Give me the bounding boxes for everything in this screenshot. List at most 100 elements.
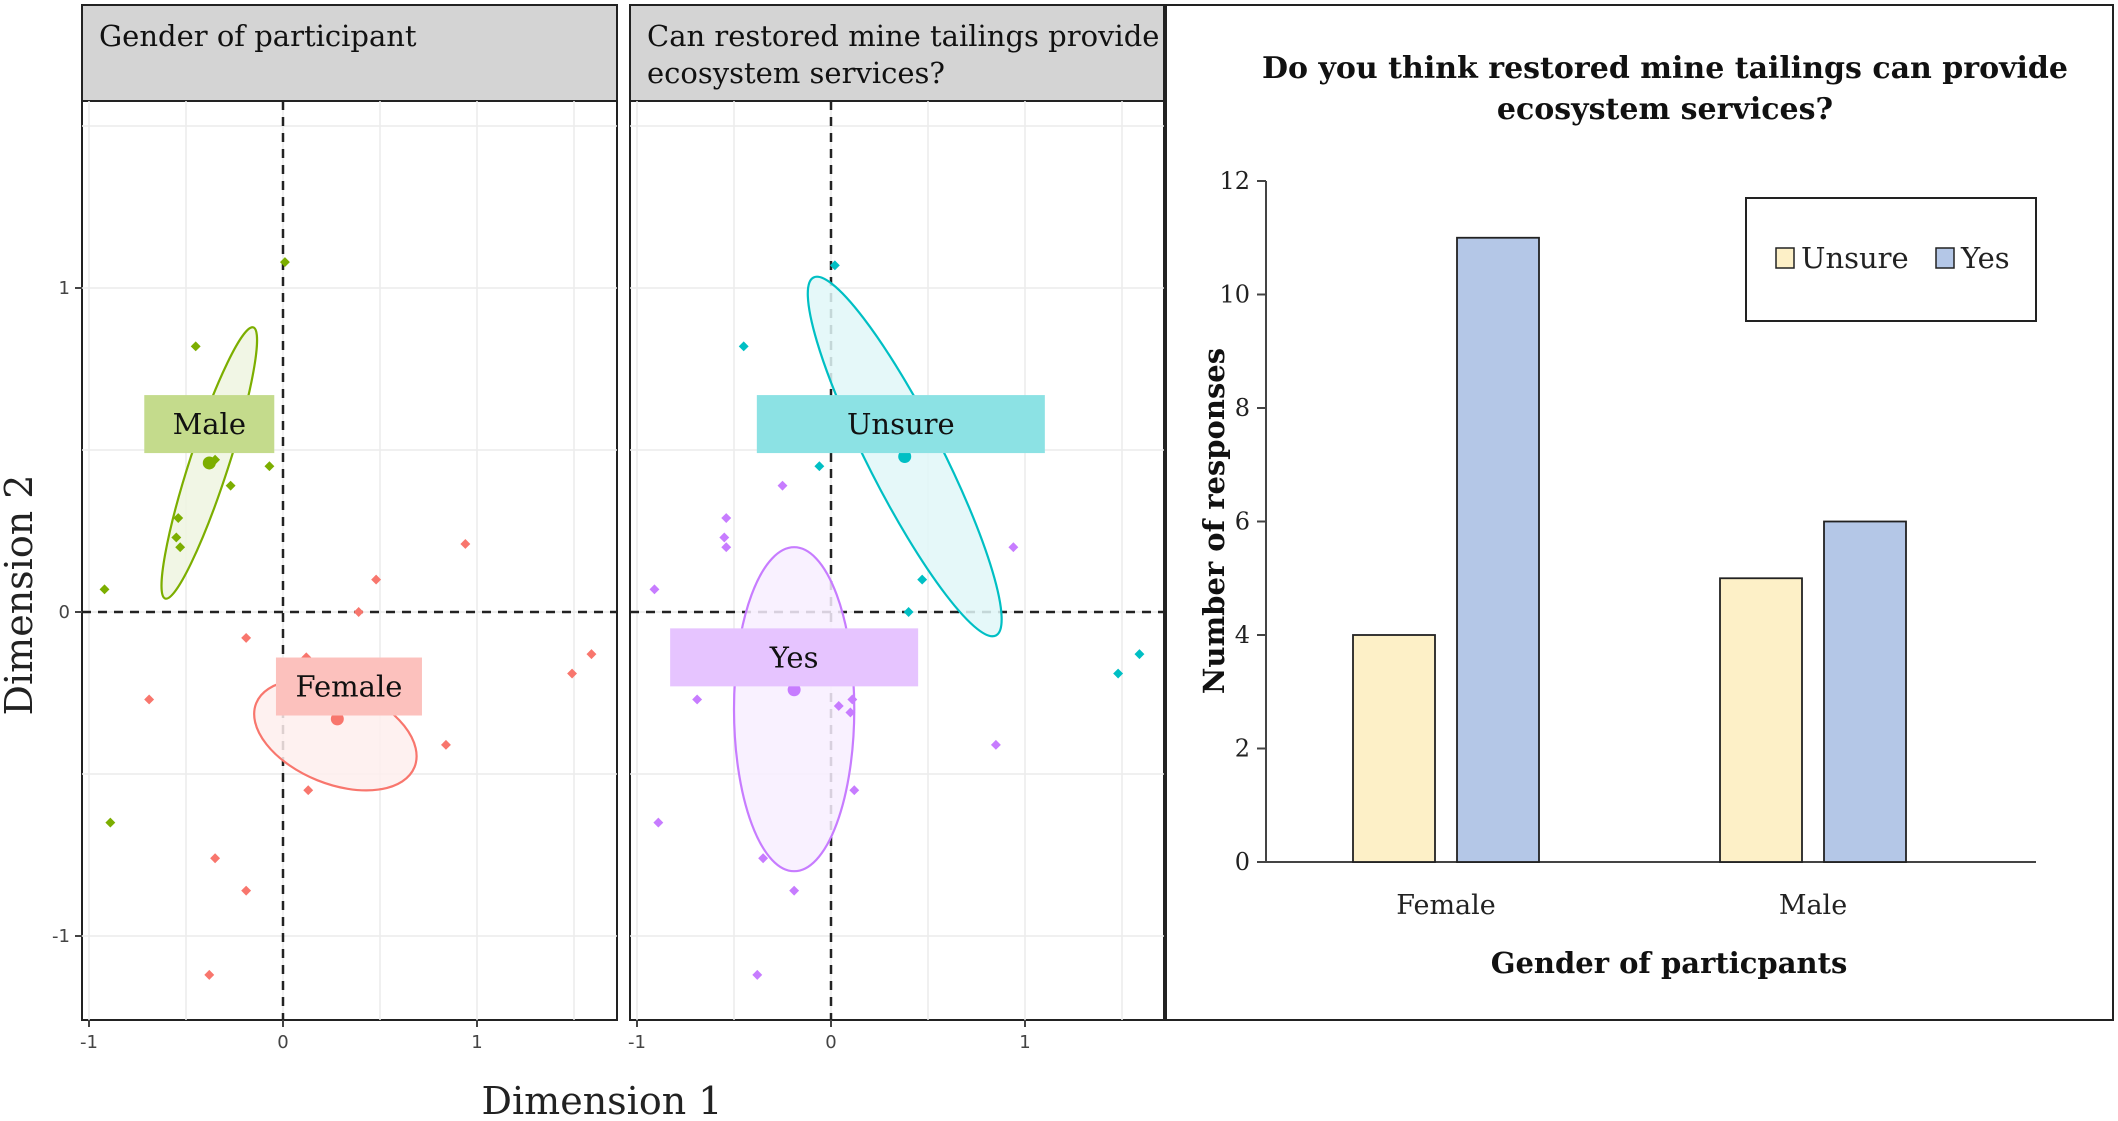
point-yes [692, 694, 703, 705]
reference-lines [630, 101, 1164, 1020]
category-label: Male [1779, 890, 1847, 921]
points [649, 260, 1145, 980]
x-tick-label: -1 [628, 1032, 646, 1053]
point-yes [847, 694, 858, 705]
point-yes [849, 785, 860, 796]
centroid-unsure [898, 449, 912, 463]
group-label-unsure: Unsure [847, 407, 955, 441]
bar-y-tick-label: 8 [1235, 394, 1250, 422]
panel-title: Gender of participant [99, 19, 417, 53]
point-male [264, 461, 275, 472]
point-male [99, 584, 110, 595]
axis-ticks: -1 0 1 [628, 1020, 1031, 1053]
point-yes [1008, 542, 1019, 553]
x-tick-label: 1 [471, 1032, 482, 1053]
group-label-yes: Yes [769, 640, 819, 674]
point-yes [649, 584, 660, 595]
point-yes [789, 885, 800, 896]
x-tick-label: 1 [1019, 1032, 1030, 1053]
point-female [460, 539, 471, 549]
point-male [190, 341, 201, 352]
point-female [441, 739, 451, 750]
category-label: Female [1396, 890, 1496, 921]
point-yes [758, 853, 769, 864]
point-male [175, 542, 186, 553]
point-male [171, 532, 182, 543]
bar-y-tick-label: 12 [1219, 167, 1250, 195]
legend-swatch-yes [1935, 247, 1955, 269]
panel-strip [81, 4, 618, 102]
point-unsure [1134, 649, 1145, 660]
legend: Unsure Yes [1745, 197, 2037, 322]
group-label-female: Female [295, 670, 402, 704]
point-unsure [814, 461, 825, 472]
axis-ticks: -1 0 1 -1 0 1 [52, 278, 483, 1053]
bar-unsure-female [1352, 634, 1436, 863]
point-unsure [738, 341, 749, 352]
point-male [173, 513, 184, 523]
centroid-male [202, 456, 216, 470]
bar-y-tick-label: 4 [1235, 621, 1250, 649]
legend-swatch-unsure [1775, 247, 1795, 269]
bar-y-tick-label: 0 [1235, 848, 1250, 876]
bar-unsure-male [1719, 577, 1803, 863]
x-tick-label: 0 [277, 1032, 288, 1053]
plot-area [81, 100, 618, 1021]
point-male [279, 257, 290, 268]
y-tick-label: 0 [59, 602, 70, 623]
group-labels: Male Female [144, 395, 422, 716]
point-female [241, 632, 252, 643]
bar-chart-panel: Do you think restored mine tailings can … [1165, 4, 2114, 1021]
point-yes [833, 701, 844, 711]
bar-y-tick-label: 6 [1235, 508, 1250, 536]
group-label-male: Male [173, 407, 246, 441]
panel-title: Can restored mine tailings provide ecosys… [647, 19, 1159, 90]
points [99, 257, 597, 980]
point-yes [990, 739, 1001, 750]
point-male [105, 817, 116, 828]
panel-strip [629, 4, 1165, 102]
legend-label-unsure: Unsure [1801, 241, 1909, 275]
bar-chart-title: Do you think restored mine tailings can … [1262, 51, 2068, 127]
gender-mca-panel: Gender of participant -1 0 1 -1 0 1 Male Femal… [52, 4, 618, 1053]
category-labels: Female Male [1396, 890, 1847, 921]
point-female [204, 969, 215, 980]
point-female [567, 668, 578, 679]
group-label-box [670, 628, 919, 687]
point-female [586, 649, 597, 660]
confidence-ellipse-yes [732, 546, 856, 873]
point-female [241, 885, 252, 896]
point-unsure [903, 607, 914, 617]
point-female [144, 694, 155, 705]
point-female [303, 785, 314, 796]
point-female [353, 607, 364, 617]
bar-y-axis-title: Number of responses [1197, 348, 1231, 694]
point-unsure [829, 260, 840, 271]
response-mca-panel: Can restored mine tailings provide ecosys… [628, 4, 1165, 1053]
point-yes [845, 707, 856, 718]
point-yes [653, 817, 664, 828]
legend-label-yes: Yes [1960, 241, 2010, 275]
x-tick-label: 0 [825, 1032, 836, 1053]
point-female [210, 853, 221, 864]
point-male [225, 480, 236, 491]
bar-axes: 0 2 4 6 8 10 12 [1219, 167, 2036, 876]
point-yes [721, 513, 732, 523]
bar-x-axis-title: Gender of particpants [1491, 946, 1848, 980]
point-yes [721, 542, 732, 553]
bar-yes-female [1456, 236, 1540, 863]
bar-panel-frame [1165, 4, 2114, 1021]
centroid-female [330, 712, 344, 726]
plot-area [629, 100, 1165, 1021]
y-tick-label: 1 [59, 278, 70, 299]
centroid-yes [787, 683, 801, 697]
group-label-box [756, 395, 1045, 454]
point-yes [752, 969, 763, 980]
bar-y-tick-label: 10 [1219, 281, 1250, 309]
y-tick-label: -1 [52, 926, 70, 947]
point-unsure [1113, 668, 1124, 679]
bars [1352, 236, 1907, 863]
bar-y-tick-label: 2 [1235, 735, 1250, 763]
legend-box [1745, 197, 2037, 322]
